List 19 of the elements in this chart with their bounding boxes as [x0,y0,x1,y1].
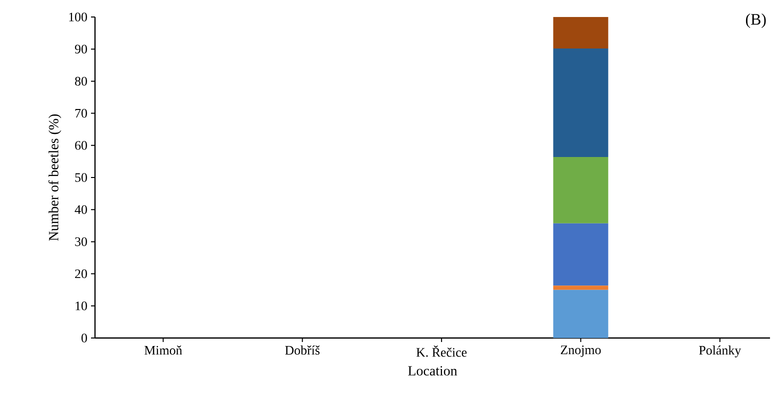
x-axis-title: Location [408,366,458,376]
y-tick-label: 10 [76,302,87,310]
x-tick-label: K. Řečice [416,346,467,357]
annotation: (B) [746,14,766,28]
y-tick-label: 90 [74,44,87,54]
y-tick-label: 40 [74,205,87,214]
y-axis-title: Number of beetles (%) [48,114,62,241]
y-tick-label: 20 [75,269,87,278]
y-tick-label: 50 [75,173,87,182]
x-tick-label: Mimoň [144,346,182,355]
x-tick-label: Znojmo [560,346,601,357]
y-tick-label: 0 [82,334,87,342]
y-tick-label: 60 [75,141,87,150]
y-tick-label: 80 [75,76,87,86]
y-tick-label: 70 [75,108,87,118]
y-tick-label: 30 [75,237,87,246]
x-tick-label: Polánky [699,346,742,358]
x-tick-label: Dobříš [285,346,320,355]
y-tick-label: 100 [69,12,87,22]
